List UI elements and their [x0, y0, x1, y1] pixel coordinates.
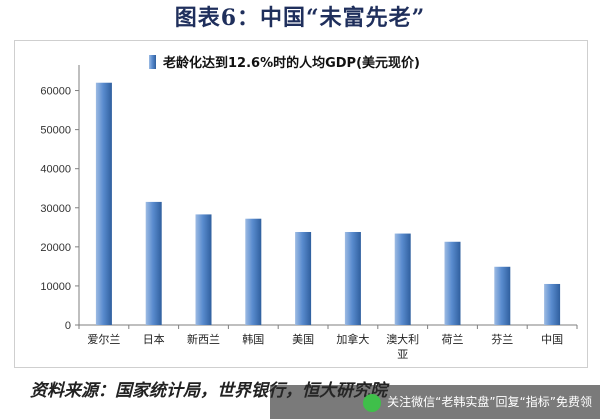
x-tick-label: 中国 — [541, 333, 563, 346]
legend-label: 老龄化达到12.6%时的人均GDP(美元现价) — [162, 55, 420, 71]
bar — [295, 231, 312, 325]
y-tick-label: 50000 — [40, 125, 71, 137]
x-tick-label: 加拿大 — [336, 332, 369, 346]
bar — [245, 218, 262, 325]
bar — [444, 241, 461, 325]
bar — [145, 201, 162, 325]
y-tick-label: 30000 — [40, 203, 71, 215]
x-tick-label: 芬兰 — [491, 333, 513, 346]
x-tick-label: 新西兰 — [187, 332, 220, 346]
bar — [544, 283, 561, 325]
y-tick-label: 20000 — [40, 242, 71, 254]
x-tick-label: 美国 — [292, 333, 314, 346]
bar-chart: 0 10000 20000 30000 40000 50000 60000 爱尔兰 日本 新西兰 韩… — [40, 55, 578, 361]
legend-swatch — [149, 55, 156, 69]
x-tick-label: 日本 — [143, 332, 165, 346]
y-tick-label: 40000 — [40, 164, 71, 176]
bar — [95, 82, 112, 325]
figure-title: 图表6：中国“未富先老” — [174, 5, 426, 31]
y-tick-label: 0 — [65, 320, 71, 332]
bar — [394, 233, 411, 325]
x-tick-label: 澳大利 — [386, 332, 419, 346]
bar — [344, 231, 361, 325]
x-tick-label: 荷兰 — [442, 333, 464, 346]
bar — [494, 266, 511, 325]
bar — [195, 214, 212, 325]
x-tick-label: 韩国 — [242, 332, 264, 346]
chart-area: 0 10000 20000 30000 40000 50000 60000 爱尔兰 日本 新西兰 韩… — [14, 40, 588, 368]
x-tick-label: 亚 — [397, 348, 408, 361]
x-tick-label: 爱尔兰 — [87, 333, 120, 346]
watermark-text: 关注微信“老韩实盘”回复“指标”免费领 — [387, 395, 592, 409]
y-tick-label: 60000 — [40, 86, 71, 98]
y-tick-label: 10000 — [40, 281, 71, 293]
wechat-icon — [363, 393, 382, 412]
watermark-banner: 关注微信“老韩实盘”回复“指标”免费领 — [270, 385, 600, 419]
